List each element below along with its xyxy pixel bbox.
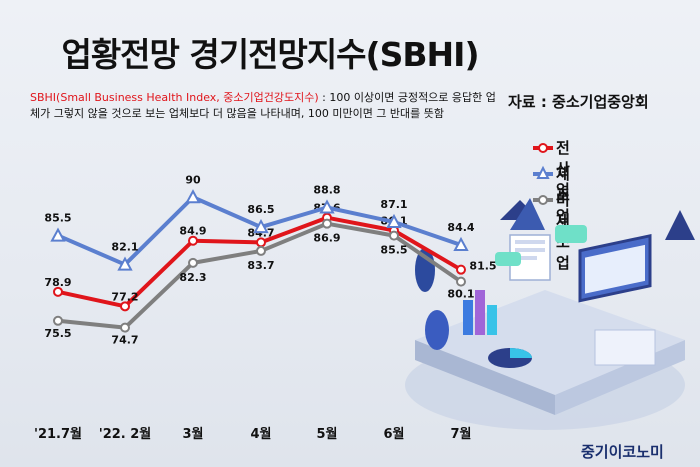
x-tick-label: 4월: [250, 426, 271, 442]
chart-title: 업황전망 경기전망지수(SBHI): [61, 35, 479, 74]
data-point-non-manufacturing: [389, 230, 399, 241]
data-label-all-industry: 78.9: [44, 276, 71, 289]
data-label-manufacturing: 85.5: [44, 212, 71, 225]
data-point-manufacturing: [117, 256, 133, 271]
x-tick-label: 6월: [383, 426, 404, 442]
data-point-non-manufacturing: [120, 322, 130, 333]
data-point-all-industry: [120, 301, 130, 312]
data-point-manufacturing: [319, 199, 335, 214]
x-tick-label: 5월: [316, 426, 337, 442]
data-point-all-industry: [188, 235, 198, 246]
data-label-all-industry: 77.2: [111, 290, 138, 303]
data-point-manufacturing: [50, 227, 66, 242]
data-point-manufacturing: [453, 236, 469, 251]
legend-marker-all-industry: [533, 143, 553, 153]
data-point-all-industry: [53, 286, 63, 297]
data-point-all-industry: [456, 264, 466, 275]
data-label-manufacturing: 82.1: [111, 241, 138, 254]
x-tick-label: '21.7월: [34, 426, 82, 442]
description-text: : 100 이상이면 긍정적으로 응답한 업체가 그렇지 않을 것으로 보는 업…: [30, 91, 496, 120]
data-label-non-manufacturing: 86.9: [313, 232, 340, 245]
data-label-non-manufacturing: 75.5: [44, 327, 71, 340]
legend-marker-manufacturing: [533, 165, 553, 179]
data-point-non-manufacturing: [188, 257, 198, 268]
data-point-non-manufacturing: [456, 276, 466, 287]
data-label-non-manufacturing: 74.7: [111, 334, 138, 347]
data-point-all-industry: [256, 237, 266, 248]
data-label-manufacturing: 87.1: [380, 198, 407, 211]
data-label-non-manufacturing: 83.7: [247, 259, 274, 272]
data-point-non-manufacturing: [256, 245, 266, 256]
data-label-non-manufacturing: 85.5: [380, 244, 407, 257]
legend-label-all-industry: 전산업: [556, 139, 570, 199]
description: SBHI(Small Business Health Index, 중소기업건강…: [30, 90, 500, 122]
legend-label-manufacturing: 제조업: [556, 165, 570, 225]
x-tick-label: 7월: [450, 426, 471, 442]
data-label-manufacturing: 90: [185, 173, 201, 186]
data-point-manufacturing: [386, 213, 402, 228]
data-label-non-manufacturing: 80.1: [447, 288, 474, 301]
data-point-manufacturing: [253, 218, 269, 234]
brand-logo-text: 중기이코노미: [581, 443, 664, 461]
x-tick-label: '22. 2월: [99, 426, 152, 442]
description-highlight: SBHI(Small Business Health Index, 중소기업건강…: [30, 91, 319, 104]
data-label-non-manufacturing: 82.3: [179, 271, 206, 284]
source-label: 자료 : 중소기업중앙회: [508, 93, 649, 111]
data-point-non-manufacturing: [322, 218, 332, 229]
data-point-non-manufacturing: [53, 315, 63, 326]
data-label-manufacturing: 88.8: [313, 183, 340, 196]
data-label-manufacturing: 86.5: [247, 203, 274, 216]
x-tick-label: 3월: [182, 426, 203, 442]
legend-marker-non-manufacturing: [533, 195, 553, 205]
data-point-manufacturing: [185, 189, 201, 204]
data-label-all-industry: 84.9: [179, 225, 206, 238]
business-illustration: [405, 198, 695, 430]
data-label-all-industry: 81.5: [469, 260, 496, 273]
data-label-manufacturing: 84.4: [447, 221, 474, 234]
